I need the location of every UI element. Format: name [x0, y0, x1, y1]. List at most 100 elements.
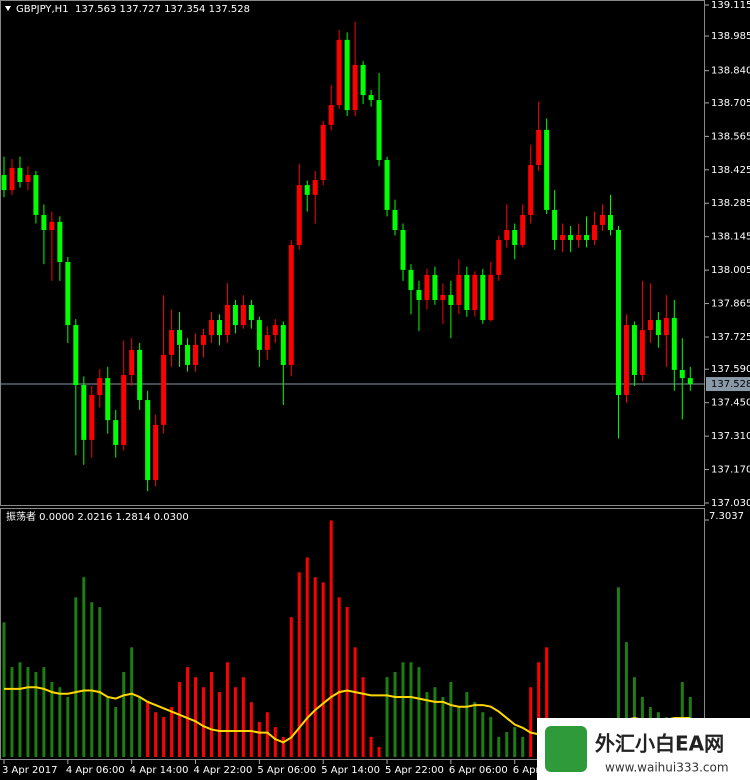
y-tick-label: 137.725 [711, 332, 750, 343]
candle-body [201, 335, 206, 345]
y-tick-label: 139.115 [711, 0, 750, 11]
main-pane [0, 0, 705, 506]
histogram-bar [313, 577, 317, 757]
y2-tick-label: 7.3037 [709, 511, 744, 522]
candle-body [41, 214, 47, 230]
candle-body [185, 344, 191, 365]
candle-body [208, 320, 214, 336]
y-tick-label: 138.145 [711, 232, 750, 243]
candle-body [280, 325, 286, 365]
histogram-bar [265, 712, 269, 757]
x-tick-label: 5 Apr 06:00 [257, 765, 316, 776]
histogram-bar [186, 667, 190, 757]
candle-body [408, 269, 414, 290]
candle-body [177, 330, 183, 345]
histogram-bar [82, 577, 86, 757]
candle-body [240, 304, 246, 326]
candle-body [488, 274, 494, 321]
candle-body [544, 129, 550, 210]
candle-body [615, 229, 621, 396]
histogram-bar [473, 702, 477, 757]
y-tick-label: 137.170 [711, 465, 750, 476]
candle-body [528, 165, 534, 215]
candle-body [360, 64, 366, 96]
histogram-bar [505, 732, 509, 757]
histogram-bar [217, 692, 221, 757]
y-tick-label: 137.310 [711, 431, 750, 442]
histogram-bar [297, 572, 301, 757]
y-tick-label: 138.285 [711, 198, 750, 209]
candle-body [416, 289, 422, 300]
candle-body [336, 39, 342, 106]
candle-body [592, 224, 598, 241]
histogram-bar [146, 702, 150, 757]
candle-body [320, 124, 326, 181]
x-tick-label: 3 Apr 2017 [2, 765, 57, 776]
candle-body [49, 221, 55, 230]
histogram-bar [377, 746, 381, 757]
candle-body [464, 274, 470, 311]
histogram-bar [457, 707, 461, 757]
candle-body [161, 354, 167, 425]
histogram-bar [170, 707, 174, 757]
candle-body [248, 304, 254, 321]
x-tick-label: 4 Apr 06:00 [66, 765, 125, 776]
x-tick-label: 6 Apr 06:00 [449, 765, 508, 776]
candle-body [312, 180, 318, 195]
histogram-bar [138, 696, 142, 757]
histogram-bar [42, 667, 46, 757]
candle-body [400, 229, 406, 270]
histogram-bar [257, 721, 261, 757]
histogram-bar [273, 727, 277, 757]
candle-body [232, 304, 238, 326]
histogram-bar [337, 597, 341, 757]
histogram-bar [66, 696, 70, 757]
histogram-bar [74, 597, 78, 757]
histogram-bar [34, 671, 38, 757]
histogram-bar [154, 712, 158, 757]
candle-body [671, 317, 677, 370]
candle-body [264, 335, 270, 350]
histogram-bar [545, 647, 549, 757]
histogram-bar [433, 687, 437, 757]
candle-body [623, 325, 629, 396]
histogram-bar [481, 712, 485, 757]
histogram-bar [122, 671, 126, 757]
candle-body [65, 262, 71, 326]
histogram-bar [465, 692, 469, 757]
histogram-bar [241, 677, 245, 757]
histogram-bar [497, 736, 501, 757]
histogram-bar [305, 557, 309, 757]
histogram-bar [106, 696, 110, 757]
histogram-bar [417, 667, 421, 757]
y-tick-label: 138.005 [711, 265, 750, 276]
candle-body [9, 167, 15, 191]
candle-body [480, 274, 486, 321]
candle-body [121, 374, 127, 445]
x-tick-label: 4 Apr 14:00 [130, 765, 189, 776]
histogram-bar [353, 647, 357, 757]
histogram-bar [202, 687, 205, 757]
candle-body [424, 274, 430, 300]
histogram-bar [194, 677, 198, 757]
histogram-bar [233, 687, 237, 757]
candle-body [392, 209, 398, 230]
candle-body [600, 214, 605, 225]
histogram-bar [624, 642, 628, 757]
histogram-bar [409, 662, 413, 757]
histogram-bar [10, 667, 14, 757]
price-label: 137.528 [711, 379, 750, 390]
histogram-bar [425, 692, 429, 757]
histogram-bar [50, 682, 54, 757]
candle-body [536, 129, 542, 166]
candle-body [576, 235, 582, 241]
candle-body [607, 214, 613, 230]
candle-body [57, 221, 63, 263]
candle-body [288, 245, 294, 365]
candle-body [352, 64, 358, 111]
candle-body [328, 105, 334, 125]
candle-body [456, 274, 462, 305]
candle-body [17, 167, 23, 182]
candle-body [639, 330, 645, 375]
candle-body [344, 39, 350, 111]
